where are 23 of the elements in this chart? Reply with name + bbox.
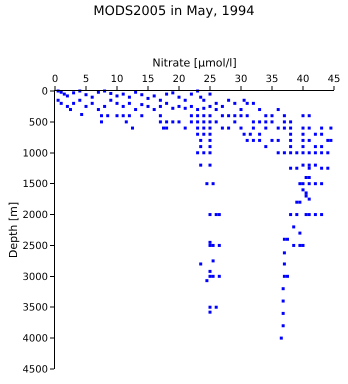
chart-title: MODS2005 in May, 1994 [93, 4, 255, 19]
y-tick-label: 1500 [22, 179, 48, 190]
y-tick-label: 500 [28, 117, 48, 128]
x-tick-label: 10 [110, 74, 124, 85]
x-axis-title: Nitrate [µmol/l] [152, 56, 237, 70]
x-tick-label: 35 [266, 74, 278, 85]
x-tick-label: 25 [204, 74, 216, 85]
y-tick-label: 2500 [22, 240, 48, 252]
x-tick-label: 5 [82, 74, 90, 85]
x-tick-label: 15 [142, 74, 154, 85]
y-tick-label: 4000 [22, 334, 48, 345]
y-tick-label: 2000 [22, 210, 48, 222]
y-tick-label: 3000 [22, 272, 48, 283]
x-tick-label: 30 [234, 74, 248, 85]
y-tick-label: 4500 [22, 364, 48, 376]
x-tick-label: 0 [52, 74, 58, 85]
x-tick-label: 20 [172, 74, 186, 85]
y-tick-label: 3500 [22, 302, 48, 314]
y-tick-label: 1000 [22, 148, 48, 160]
x-tick-label: 45 [328, 74, 340, 85]
y-axis-title: Depth [m] [7, 202, 20, 258]
y-tick-label: 0 [42, 86, 48, 98]
x-tick-label: 40 [296, 74, 310, 85]
